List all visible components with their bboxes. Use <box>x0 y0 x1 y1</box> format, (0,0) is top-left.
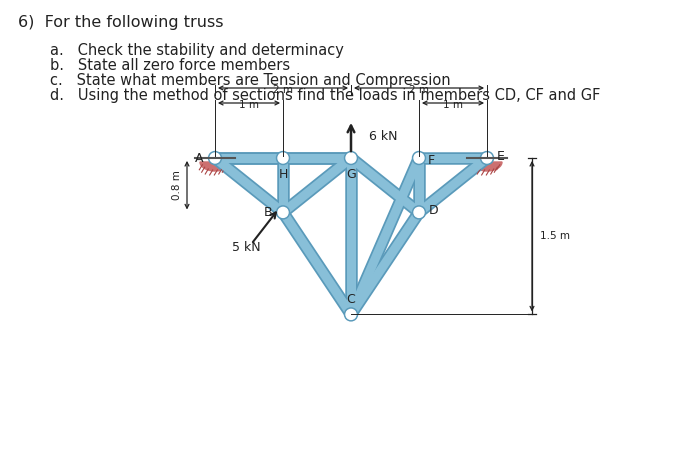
Text: 1.5 m: 1.5 m <box>540 231 570 241</box>
Text: C: C <box>346 294 356 307</box>
Circle shape <box>278 207 288 218</box>
Circle shape <box>480 151 494 164</box>
Polygon shape <box>472 162 502 171</box>
Text: F: F <box>428 154 435 167</box>
Text: 2 m: 2 m <box>273 85 293 95</box>
Circle shape <box>482 153 492 163</box>
Text: A: A <box>195 151 203 164</box>
Text: 6)  For the following truss: 6) For the following truss <box>18 15 223 30</box>
Text: B: B <box>263 206 272 219</box>
Polygon shape <box>200 162 230 171</box>
Circle shape <box>346 153 356 163</box>
Circle shape <box>346 309 356 319</box>
Circle shape <box>344 151 358 164</box>
Text: 6 kN: 6 kN <box>369 130 398 143</box>
Text: c.   State what members are Tension and Compression: c. State what members are Tension and Co… <box>50 73 451 88</box>
Text: D: D <box>429 204 439 217</box>
Circle shape <box>412 151 426 164</box>
Circle shape <box>210 153 220 163</box>
Text: 2 m: 2 m <box>409 85 429 95</box>
Text: 0.8 m: 0.8 m <box>172 170 182 200</box>
Text: H: H <box>279 168 288 181</box>
Text: 1 m: 1 m <box>239 100 259 110</box>
Circle shape <box>414 153 424 163</box>
Circle shape <box>278 153 288 163</box>
Text: 5 kN: 5 kN <box>232 241 260 254</box>
Circle shape <box>414 207 424 218</box>
Text: G: G <box>346 168 356 181</box>
Circle shape <box>276 206 290 219</box>
Text: d.   Using the method of sections find the loads in members CD, CF and GF: d. Using the method of sections find the… <box>50 88 601 103</box>
Circle shape <box>276 151 290 164</box>
Circle shape <box>344 308 358 321</box>
Circle shape <box>209 151 221 164</box>
Text: b.   State all zero force members: b. State all zero force members <box>50 58 290 73</box>
Text: 1 m: 1 m <box>443 100 463 110</box>
Circle shape <box>412 206 426 219</box>
Text: a.   Check the stability and determinacy: a. Check the stability and determinacy <box>50 43 344 58</box>
Text: E: E <box>497 150 505 163</box>
